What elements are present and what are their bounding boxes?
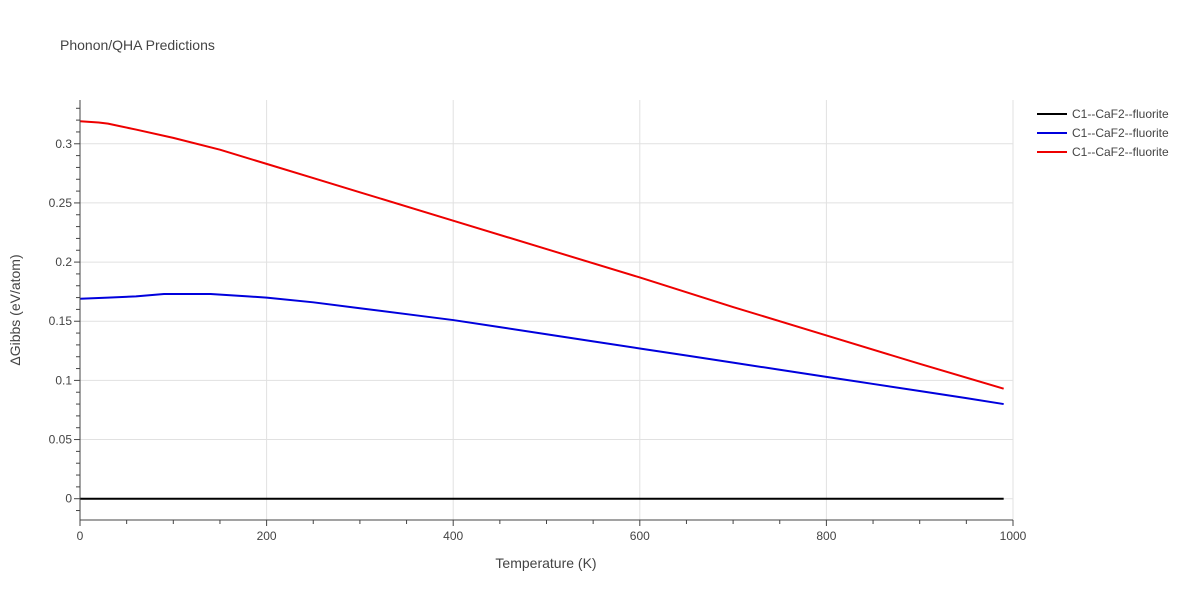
legend-label: C1--CaF2--fluorite [1072,107,1169,121]
y-tick-label: 0.05 [49,433,73,447]
x-tick-label: 0 [77,529,84,543]
y-tick-label: 0.25 [49,196,73,210]
y-axis-title: ΔGibbs (eV/atom) [7,254,23,365]
legend-label: C1--CaF2--fluorite [1072,145,1169,159]
axes-layer: 0 200 400 600 800 1000 0 0.05 0.1 0.15 0.2 0.25 0.3 [49,100,1027,543]
series-line-2[interactable] [79,293,1004,406]
y-tick-label: 0.1 [55,373,72,387]
x-axis-title: Temperature (K) [495,555,596,571]
y-tick-label: 0 [65,492,72,506]
legend-item-3[interactable]: C1--CaF2--fluorite [1037,145,1169,159]
legend[interactable]: C1--CaF2--fluorite C1--CaF2--fluorite C1--… [1037,107,1169,159]
series-layer [79,120,1004,500]
chart-title: Phonon/QHA Predictions [60,37,215,53]
x-tick-label: 600 [630,529,650,543]
x-tick-label: 800 [816,529,836,543]
legend-item-2[interactable]: C1--CaF2--fluorite [1037,126,1169,140]
y-tick-label: 0.3 [55,137,72,151]
x-tick-label: 200 [257,529,277,543]
series-line-3[interactable] [79,120,1004,390]
x-tick-label: 400 [443,529,463,543]
legend-label: C1--CaF2--fluorite [1072,126,1169,140]
y-tick-label: 0.15 [49,314,73,328]
x-tick-label: 1000 [1000,529,1027,543]
legend-item-1[interactable]: C1--CaF2--fluorite [1037,107,1169,121]
y-tick-label: 0.2 [55,255,72,269]
